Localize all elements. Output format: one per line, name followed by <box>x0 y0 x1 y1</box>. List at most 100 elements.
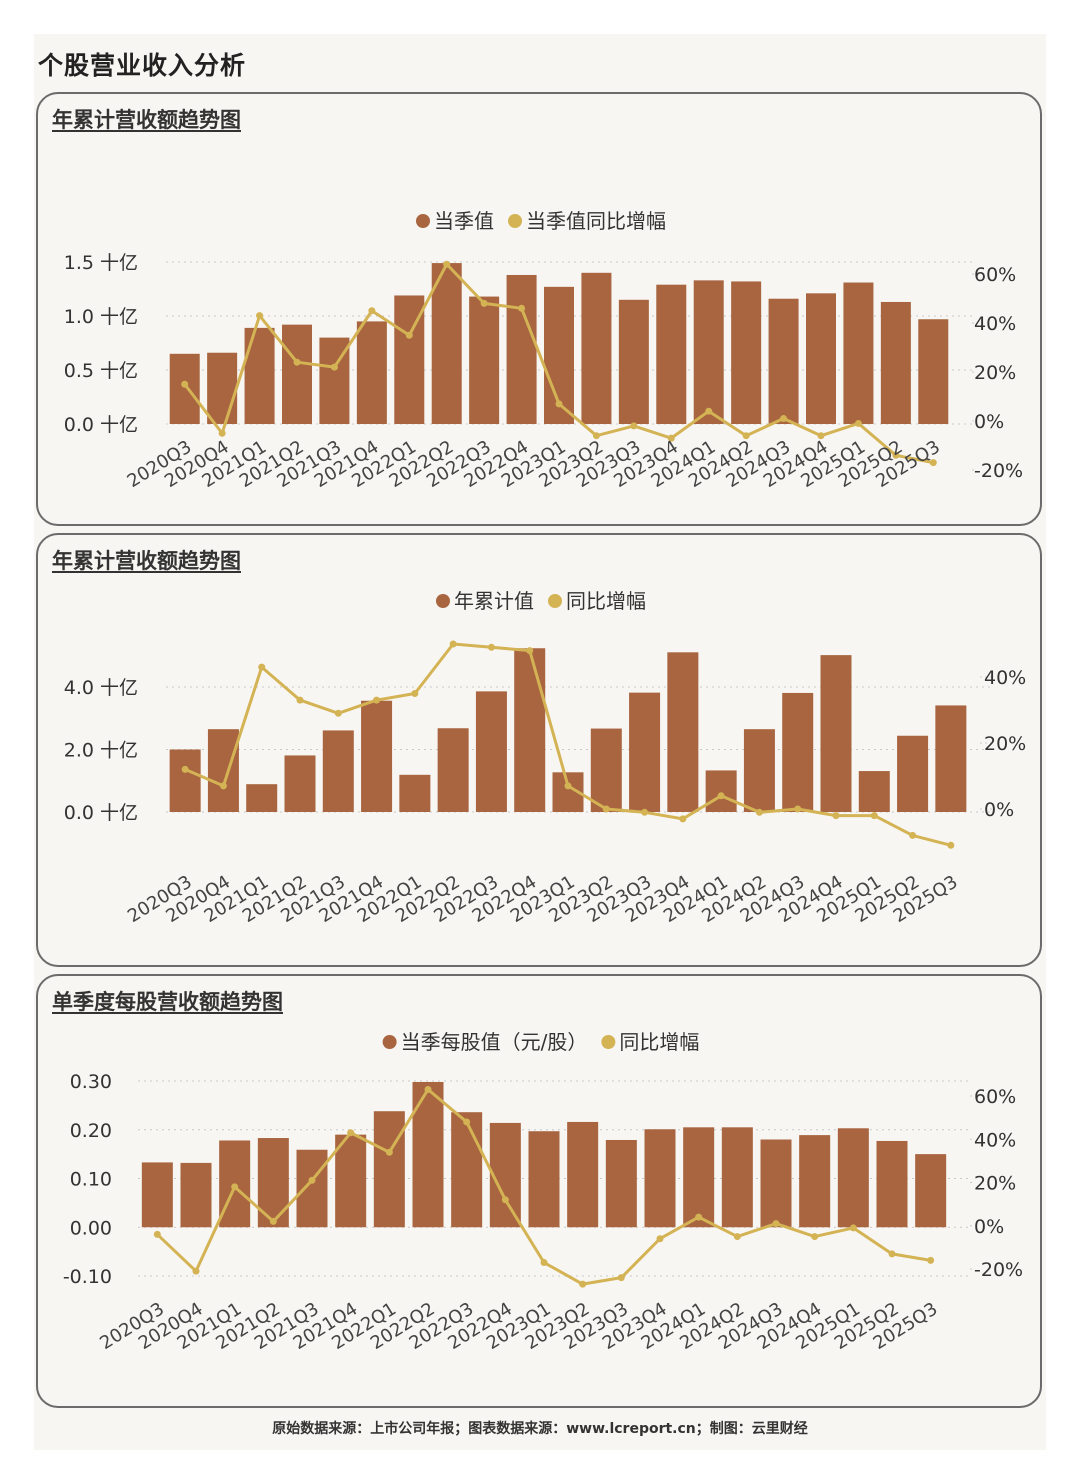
left-tick-label: 1.5 十亿 <box>64 252 138 274</box>
growth-point-2023Q1 <box>564 782 572 790</box>
bar-2025Q1 <box>858 771 890 812</box>
bar-2024Q3 <box>782 692 814 812</box>
growth-point-2021Q3 <box>334 709 342 717</box>
right-tick-label: 20% <box>984 733 1026 755</box>
right-tick-label: -20% <box>974 1259 1023 1281</box>
bar-2023Q3 <box>629 692 661 812</box>
growth-point-2020Q4 <box>219 782 227 790</box>
chart-svg: 0.0 十亿2.0 十亿4.0 十亿0%20%40%2020Q32020Q420… <box>64 589 1027 927</box>
page-title: 个股营业收入分析 <box>38 51 247 80</box>
legend: 年累计值 同比增幅 <box>436 589 646 613</box>
right-tick-label: 60% <box>974 264 1016 286</box>
left-tick-label: 0.0 十亿 <box>64 802 138 824</box>
growth-point-2023Q1 <box>540 1259 548 1267</box>
growth-point-2023Q1 <box>555 400 563 408</box>
report-page: 个股营业收入分析 年累计营收额趋势图 0.0 十亿 0.5 十亿 1.0 十亿 1.5… <box>34 34 1046 1450</box>
bar-2024Q2 <box>721 1127 753 1228</box>
legend-label-bar: 当季值 <box>434 209 494 233</box>
bar-2024Q1 <box>693 280 724 424</box>
legend-label-line: 同比增幅 <box>566 589 646 613</box>
legend: 当季每股值（元/股） 同比增幅 <box>382 1030 699 1054</box>
left-tick-label: -0.10 <box>63 1266 112 1288</box>
bar-2022Q2 <box>431 263 462 424</box>
bar-2021Q2 <box>257 1138 289 1228</box>
growth-point-2024Q3 <box>772 1220 780 1228</box>
growth-point-2025Q3 <box>947 841 955 849</box>
right-tick-label: 0% <box>974 1216 1004 1238</box>
growth-point-2023Q3 <box>630 422 638 430</box>
legend-swatch-bar <box>436 594 450 608</box>
chart-title: 单季度每股营收额趋势图 <box>52 990 283 1014</box>
bar-2022Q3 <box>475 691 507 812</box>
growth-point-2025Q2 <box>909 831 917 839</box>
bar-2024Q3 <box>768 298 799 424</box>
left-tick-label: 0.5 十亿 <box>64 360 138 382</box>
growth-point-2024Q4 <box>832 812 840 820</box>
bar-2021Q2 <box>282 324 312 424</box>
chart-title: 年累计营收额趋势图 <box>52 108 241 132</box>
bar-2021Q1 <box>244 327 275 424</box>
right-tick-label: 0% <box>974 411 1004 433</box>
bar-2021Q1 <box>246 784 278 812</box>
bar-2023Q2 <box>590 728 622 812</box>
growth-point-2023Q4 <box>656 1235 664 1243</box>
bar-2022Q2 <box>412 1081 444 1228</box>
chart-title: 年累计营收额趋势图 <box>52 549 241 573</box>
growth-point-2025Q3 <box>927 1256 935 1264</box>
bar-2020Q4 <box>207 352 238 424</box>
growth-point-2021Q2 <box>296 696 304 704</box>
growth-point-2025Q1 <box>854 419 862 427</box>
growth-point-2020Q3 <box>181 765 189 773</box>
legend-swatch-line <box>508 214 522 228</box>
bar-2024Q2 <box>731 281 762 424</box>
growth-point-2022Q1 <box>411 690 419 697</box>
bar-2023Q2 <box>581 272 612 424</box>
bar-2025Q3 <box>935 705 967 812</box>
legend-swatch-line <box>548 594 562 608</box>
legend: 当季值 当季值同比增幅 <box>416 209 666 233</box>
bar-2025Q3 <box>915 1154 947 1228</box>
left-tick-label: 0.20 <box>70 1120 112 1142</box>
growth-point-2020Q3 <box>153 1230 161 1238</box>
bar-2022Q3 <box>451 1112 483 1228</box>
growth-point-2022Q4 <box>518 304 526 312</box>
growth-point-2022Q1 <box>385 1148 393 1156</box>
growth-point-2024Q2 <box>733 1233 741 1241</box>
bar-2022Q4 <box>489 1122 521 1228</box>
growth-point-2024Q1 <box>695 1213 703 1221</box>
growth-point-2021Q3 <box>308 1176 316 1184</box>
right-tick-label: -20% <box>974 460 1023 482</box>
growth-point-2025Q3 <box>929 459 937 467</box>
bar-2020Q4 <box>207 729 239 812</box>
bar-2025Q3 <box>918 319 949 424</box>
bar-2022Q1 <box>373 1111 405 1228</box>
growth-point-2021Q2 <box>269 1217 277 1225</box>
growth-point-2024Q2 <box>755 808 763 816</box>
growth-point-2022Q4 <box>526 647 534 655</box>
chart-svg: -0.100.000.100.200.30-20%0%20%40%60%2020… <box>63 1030 1023 1354</box>
chart-card-cumulative-quarterly: 年累计营收额趋势图 0.0 十亿 0.5 十亿 1.0 十亿 1.5 十亿 -20% 0%… <box>36 92 1042 526</box>
left-tick-label: 0.10 <box>70 1169 112 1191</box>
bar-2021Q4 <box>356 321 387 424</box>
bar-2025Q2 <box>880 301 911 424</box>
right-tick-label: 0% <box>984 799 1014 821</box>
growth-point-2024Q1 <box>717 792 725 800</box>
bar-2024Q1 <box>683 1127 715 1228</box>
growth-point-2021Q4 <box>373 696 381 704</box>
bar-2021Q4 <box>361 700 393 812</box>
right-tick-label: 20% <box>974 362 1016 384</box>
left-tick-label: 0.30 <box>70 1071 112 1093</box>
bar-2024Q4 <box>806 293 836 424</box>
legend-label-line: 当季值同比增幅 <box>526 209 666 233</box>
bar-2022Q4 <box>514 648 546 812</box>
growth-point-2020Q4 <box>218 429 226 437</box>
growth-point-2024Q4 <box>817 432 825 440</box>
bar-2022Q1 <box>399 774 431 812</box>
growth-point-2022Q4 <box>501 1196 509 1204</box>
growth-point-2023Q4 <box>679 815 687 823</box>
growth-point-2025Q1 <box>849 1224 857 1232</box>
growth-point-2021Q1 <box>256 312 264 320</box>
growth-point-2023Q4 <box>667 434 675 442</box>
growth-point-2024Q3 <box>780 415 788 423</box>
bar-2024Q3 <box>760 1139 792 1228</box>
